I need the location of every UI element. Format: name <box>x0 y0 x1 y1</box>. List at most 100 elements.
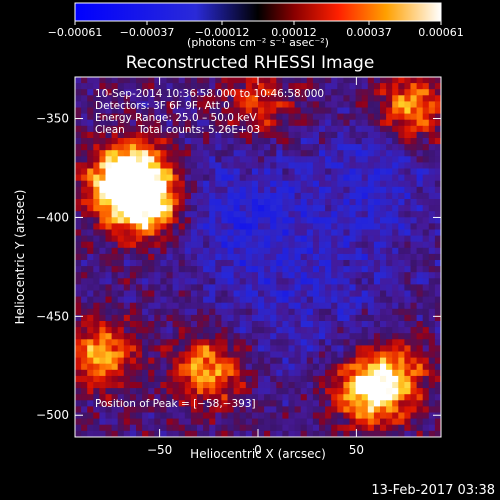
heatmap-cell <box>123 95 131 102</box>
heatmap-cell <box>404 174 411 182</box>
heatmap-cell <box>288 260 295 267</box>
heatmap-cell <box>380 174 387 182</box>
heatmap-cell <box>129 211 137 218</box>
heatmap-cell <box>160 83 167 90</box>
heatmap-cell <box>111 430 119 437</box>
heatmap-cell <box>203 339 210 346</box>
heatmap-cell <box>87 394 94 401</box>
heatmap-cell <box>172 211 180 218</box>
heatmap-cell <box>215 369 222 377</box>
heatmap-cell <box>337 199 344 206</box>
heatmap-cell <box>325 314 332 322</box>
heatmap-cell <box>148 180 155 188</box>
heatmap-cell <box>251 229 259 236</box>
heatmap-cell <box>93 125 100 133</box>
heatmap-cell <box>117 95 125 102</box>
heatmap-cell <box>105 168 112 175</box>
heatmap-cell <box>325 412 332 419</box>
heatmap-cell <box>123 351 131 358</box>
heatmap-cell <box>349 174 356 182</box>
heatmap-cell <box>337 125 344 133</box>
heatmap-cell <box>148 333 155 340</box>
heatmap-cell <box>154 339 161 346</box>
heatmap-cell <box>172 235 180 243</box>
heatmap-cell <box>209 199 216 206</box>
heatmap-cell <box>117 156 125 163</box>
heatmap-cell <box>197 83 204 90</box>
heatmap-cell <box>306 290 314 297</box>
heatmap-cell <box>410 205 417 212</box>
heatmap-cell <box>111 223 119 230</box>
heatmap-cell <box>148 260 155 267</box>
heatmap-cell <box>306 278 314 285</box>
heatmap-cell <box>148 345 155 352</box>
heatmap-cell <box>380 266 387 273</box>
heatmap-cell <box>178 89 186 96</box>
heatmap-cell <box>123 388 131 395</box>
heatmap-cell <box>75 235 82 243</box>
heatmap-cell <box>276 229 283 236</box>
heatmap-cell <box>349 241 356 249</box>
heatmap-cell <box>129 314 137 322</box>
heatmap-cell <box>123 162 131 169</box>
heatmap-cell <box>239 278 247 285</box>
heatmap-cell <box>404 266 411 273</box>
heatmap-cell <box>306 436 314 437</box>
heatmap-cell <box>288 418 295 426</box>
heatmap-cell <box>209 217 216 224</box>
heatmap-cell <box>160 327 167 334</box>
heatmap-cell <box>105 113 112 121</box>
heatmap-cell <box>93 424 100 432</box>
heatmap-cell <box>306 412 314 419</box>
heatmap-cell <box>331 375 338 383</box>
heatmap-cell <box>422 406 430 413</box>
heatmap-cell <box>410 192 417 200</box>
heatmap-cell <box>392 382 399 389</box>
heatmap-cell <box>105 253 112 261</box>
heatmap-cell <box>343 424 350 432</box>
heatmap-cell <box>203 369 210 377</box>
heatmap-cell <box>81 77 88 84</box>
heatmap-cell <box>75 406 82 413</box>
heatmap-cell <box>178 278 186 285</box>
heatmap-cell <box>355 83 363 90</box>
heatmap-cell <box>410 394 417 401</box>
heatmap-cell <box>81 199 88 206</box>
heatmap-cell <box>239 150 247 157</box>
heatmap-cell <box>312 314 320 322</box>
heatmap-cell <box>129 296 137 304</box>
heatmap-cell <box>355 345 363 352</box>
heatmap-cell <box>105 125 112 133</box>
heatmap-cell <box>197 260 204 267</box>
heatmap-cell <box>343 394 350 401</box>
heatmap-cell <box>129 101 137 108</box>
heatmap-cell <box>422 107 430 114</box>
heatmap-cell <box>190 357 198 365</box>
heatmap-cell <box>306 241 314 249</box>
heatmap-cell <box>111 369 119 377</box>
heatmap-cell <box>154 369 161 377</box>
heatmap-cell <box>434 388 441 395</box>
chart-title: Reconstructed RHESSI Image <box>126 53 375 73</box>
heatmap-cell <box>386 351 393 358</box>
heatmap-cell <box>410 144 417 151</box>
heatmap-cell <box>123 333 131 340</box>
heatmap-cell <box>166 314 173 322</box>
heatmap-cell <box>123 253 131 261</box>
heatmap-cell <box>87 131 94 139</box>
heatmap-cell <box>428 235 436 243</box>
heatmap-cell <box>123 278 131 285</box>
heatmap-cell <box>203 162 210 169</box>
heatmap-cell <box>270 345 277 352</box>
heatmap-cell <box>270 83 277 90</box>
heatmap-cell <box>404 272 411 279</box>
heatmap-cell <box>215 77 222 84</box>
heatmap-cell <box>312 131 320 139</box>
heatmap-cell <box>428 424 436 432</box>
heatmap-cell <box>422 339 430 346</box>
heatmap-cell <box>129 321 137 328</box>
heatmap-cell <box>184 180 192 188</box>
heatmap-cell <box>392 357 399 365</box>
heatmap-cell <box>294 253 302 261</box>
heatmap-cell <box>239 308 247 316</box>
